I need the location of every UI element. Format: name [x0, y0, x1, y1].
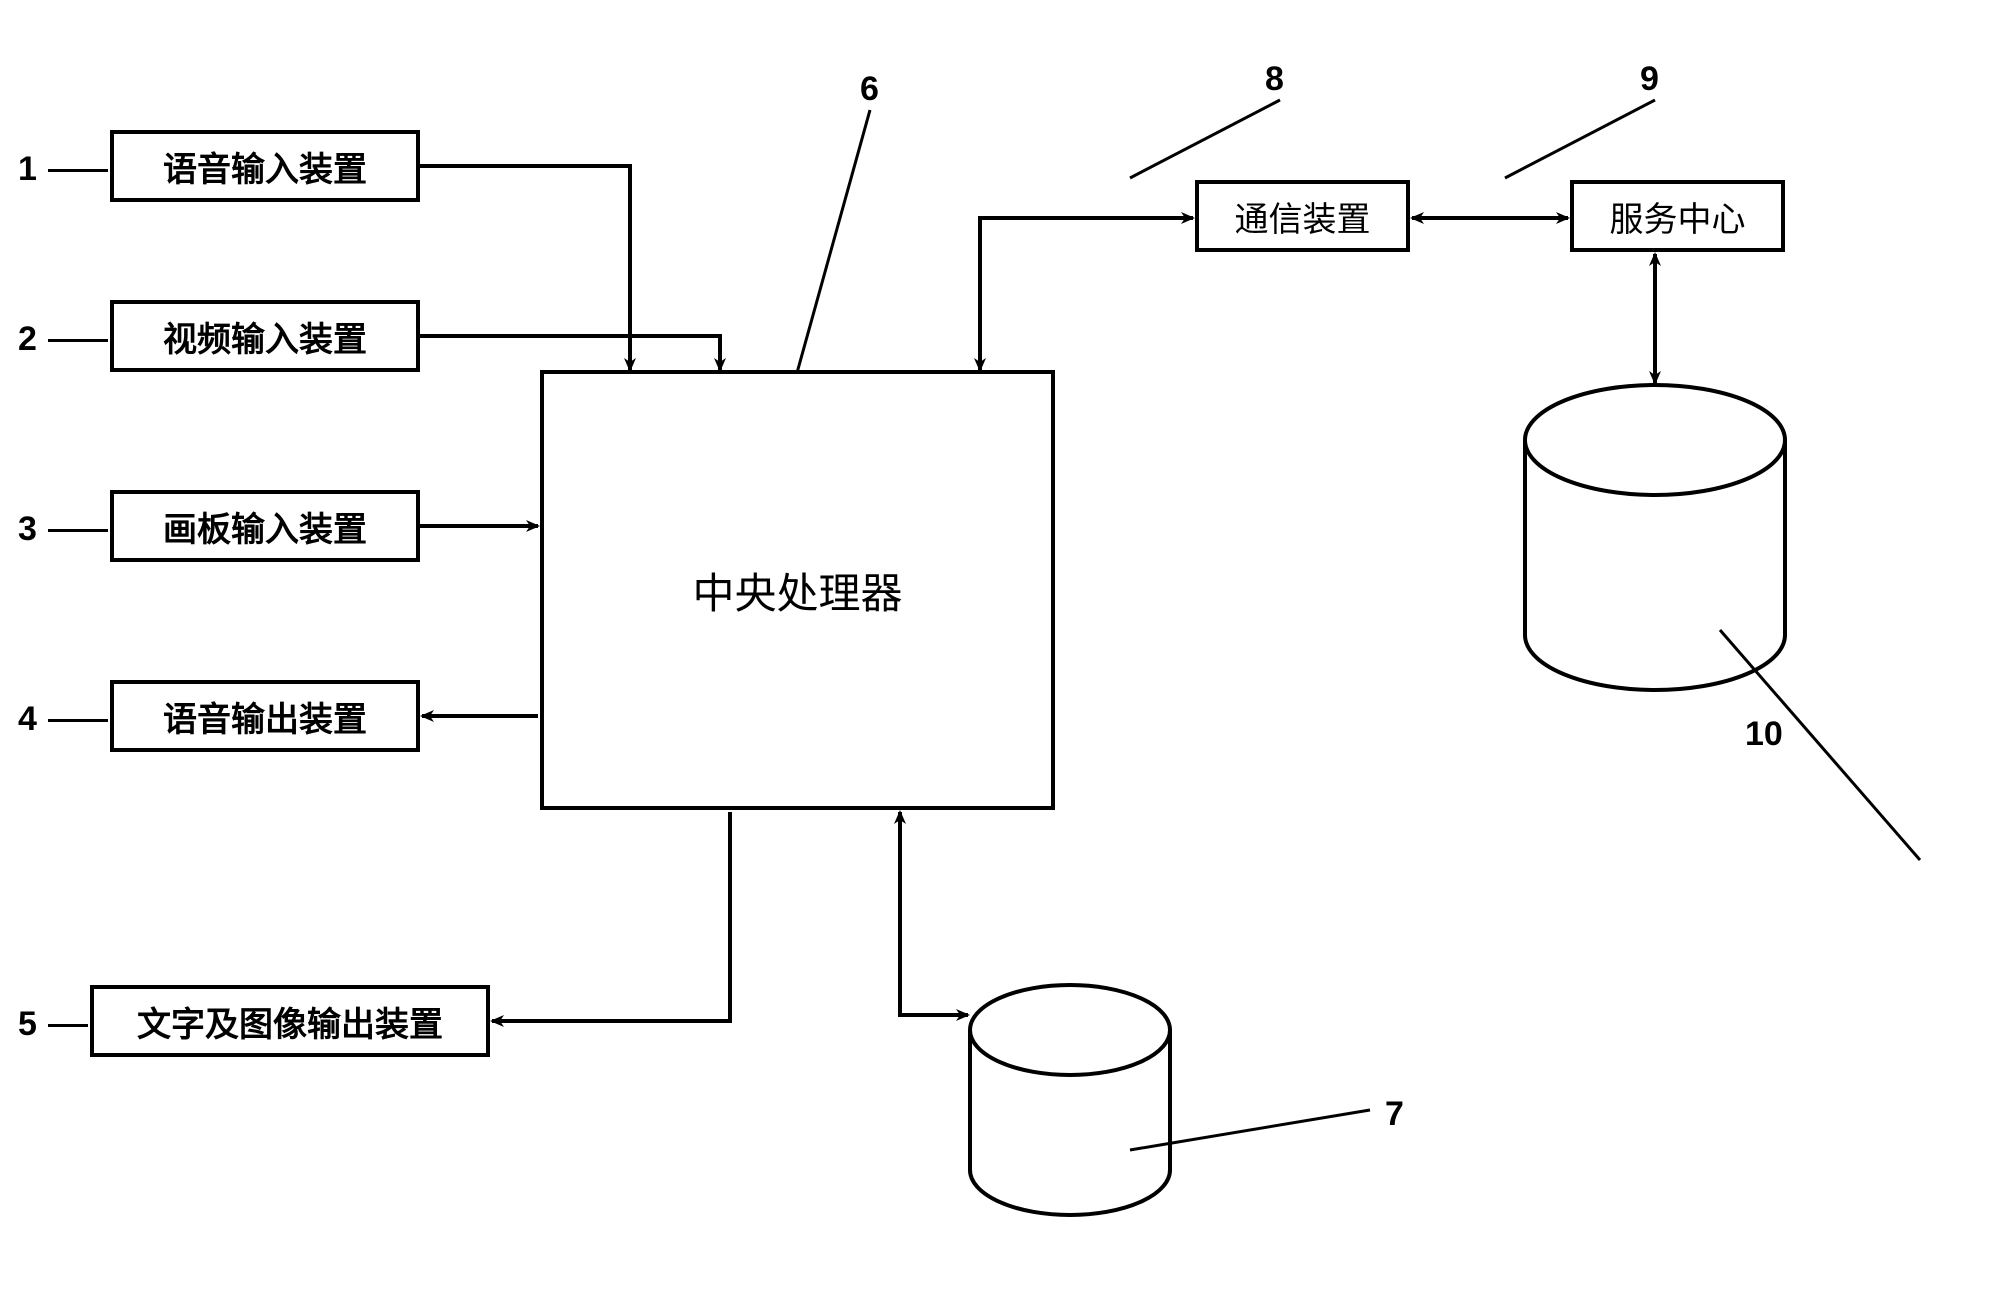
cylinder-c10	[1525, 385, 1785, 690]
numlabel-line-l3	[48, 529, 108, 532]
node-n1: 语音输入装置	[110, 130, 420, 202]
node-label-n3: 画板输入装置	[163, 502, 367, 551]
cylinder-c7	[970, 985, 1170, 1215]
numlabel-line-l2	[48, 339, 108, 342]
node-label-n2: 视频输入装置	[163, 312, 367, 361]
node-n9: 服务中心	[1570, 180, 1785, 252]
node-label-n5: 文字及图像输出装置	[137, 997, 443, 1046]
numlabel-l9: 9	[1640, 60, 1659, 99]
numlabel-line-l5	[48, 1024, 88, 1027]
node-n4: 语音输出装置	[110, 680, 420, 752]
node-n5: 文字及图像输出装置	[90, 985, 490, 1057]
node-n2: 视频输入装置	[110, 300, 420, 372]
numlabel-l3: 3	[18, 510, 37, 549]
node-label-n1: 语音输入装置	[163, 142, 367, 191]
numlabel-l1: 1	[18, 150, 37, 189]
node-label-n4: 语音输出装置	[163, 692, 367, 741]
numlabel-l4: 4	[18, 700, 37, 739]
node-n6: 中央处理器	[540, 370, 1055, 810]
numlabel-l5: 5	[18, 1005, 37, 1044]
numlabel-line-l1	[48, 169, 108, 172]
numlabel-line-l4	[48, 719, 108, 722]
node-n8: 通信装置	[1195, 180, 1410, 252]
numlabel-l8: 8	[1265, 60, 1284, 99]
numlabel-l6: 6	[860, 70, 879, 109]
node-label-n9: 服务中心	[1610, 192, 1746, 241]
node-label-n6: 中央处理器	[692, 560, 902, 621]
numlabel-l2: 2	[18, 320, 37, 359]
node-label-n8: 通信装置	[1235, 192, 1371, 241]
numlabel-l10: 10	[1745, 715, 1783, 754]
node-n3: 画板输入装置	[110, 490, 420, 562]
diagram-canvas: 语音输入装置视频输入装置画板输入装置语音输出装置文字及图像输出装置 中央处理器 通信…	[0, 0, 1992, 1305]
numlabel-l7: 7	[1385, 1095, 1404, 1134]
